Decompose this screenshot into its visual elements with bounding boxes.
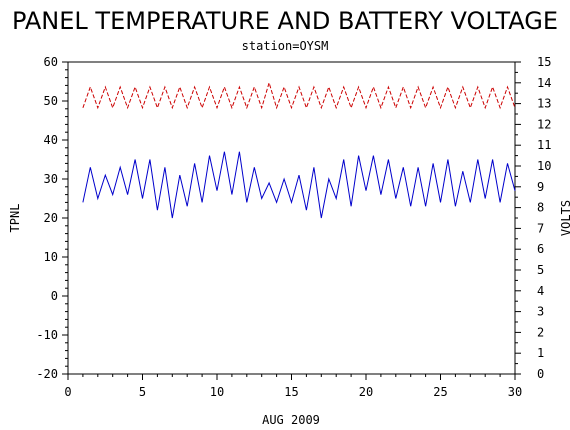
y-left-tick-label: 20	[44, 211, 58, 225]
panel-temperature-line	[82, 151, 516, 219]
x-tick-label: 10	[210, 385, 224, 399]
y-left-tick-label: 60	[44, 55, 58, 69]
chart-subtitle: station=OYSM	[242, 39, 329, 53]
y-right-tick-label: 15	[537, 55, 551, 69]
y-left-tick-label: 30	[44, 172, 58, 186]
battery-voltage-line	[82, 81, 516, 110]
y-left-tick-label: 40	[44, 133, 58, 147]
y-left-tick-label: -20	[36, 367, 58, 381]
y-left-tick-label: -10	[36, 328, 58, 342]
x-tick-label: 15	[284, 385, 298, 399]
y-right-tick-label: 9	[537, 180, 544, 194]
x-tick-label: 5	[139, 385, 146, 399]
x-axis-label: AUG 2009	[262, 413, 320, 427]
y-axis-left-label: TPNL	[8, 204, 22, 233]
y-right-tick-label: 2	[537, 325, 544, 339]
y-right-tick-label: 0	[537, 367, 544, 381]
y-right-tick-label: 7	[537, 221, 544, 235]
x-tick-label: 0	[64, 385, 71, 399]
y-right-tick-label: 10	[537, 159, 551, 173]
y-left-tick-label: 50	[44, 94, 58, 108]
y-right-tick-label: 6	[537, 242, 544, 256]
series-layer	[82, 81, 516, 219]
y-right-tick-label: 3	[537, 305, 544, 319]
y-left-tick-label: 0	[51, 289, 58, 303]
y-right-tick-label: 1	[537, 346, 544, 360]
y-right-tick-label: 8	[537, 201, 544, 215]
y-right-tick-label: 11	[537, 138, 551, 152]
y-axis-right-label: VOLTS	[559, 200, 570, 236]
y-right-tick-label: 4	[537, 284, 544, 298]
y-right-tick-label: 5	[537, 263, 544, 277]
x-axis: 0 5 10 15 20 25 30	[64, 374, 522, 399]
y-right-tick-label: 14	[537, 76, 551, 90]
y-axis-left: -20 -10 0 10 20 30 40 50 60	[36, 55, 68, 381]
chart-title: PANEL TEMPERATURE AND BATTERY VOLTAGE	[12, 7, 558, 35]
y-right-tick-label: 12	[537, 117, 551, 131]
x-tick-label: 20	[359, 385, 373, 399]
y-left-tick-label: 10	[44, 250, 58, 264]
x-tick-label: 25	[433, 385, 447, 399]
x-tick-label: 30	[508, 385, 522, 399]
y-right-tick-label: 13	[537, 97, 551, 111]
